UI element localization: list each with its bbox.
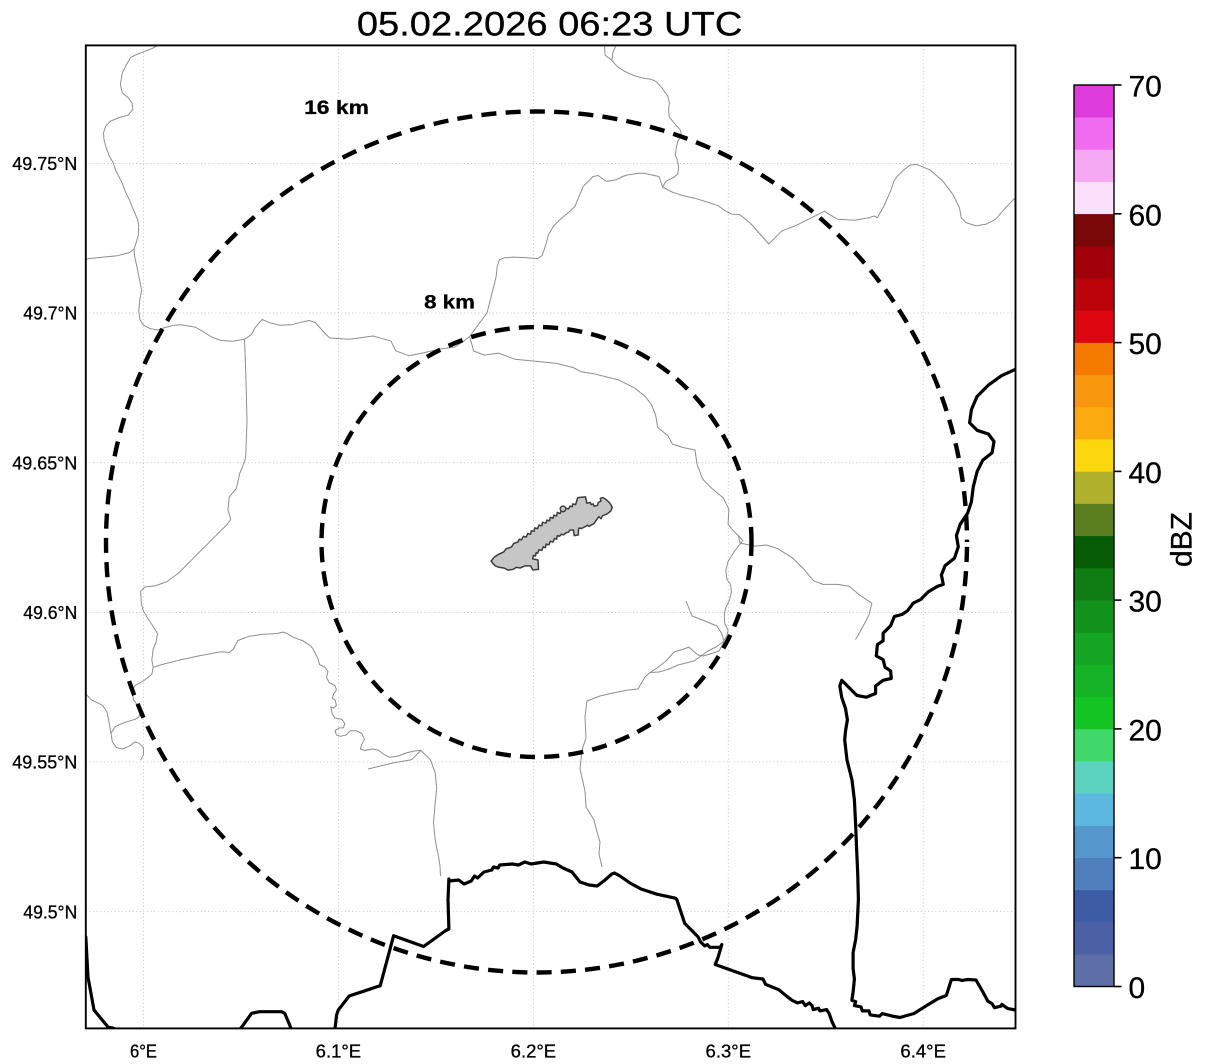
svg-text:8 km: 8 km: [424, 291, 475, 313]
svg-text:6.2°E: 6.2°E: [511, 1041, 557, 1061]
svg-text:49.55°N: 49.55°N: [12, 753, 77, 773]
svg-text:30: 30: [1129, 586, 1162, 619]
svg-text:6°E: 6°E: [130, 1041, 157, 1061]
svg-text:49.7°N: 49.7°N: [23, 304, 77, 324]
svg-text:dBZ: dBZ: [1166, 512, 1199, 567]
svg-text:49.6°N: 49.6°N: [23, 603, 77, 623]
svg-text:40: 40: [1129, 457, 1162, 490]
svg-text:6.3°E: 6.3°E: [706, 1041, 752, 1061]
svg-text:6.4°E: 6.4°E: [900, 1041, 946, 1061]
svg-text:05.02.2026 06:23 UTC: 05.02.2026 06:23 UTC: [357, 6, 743, 44]
svg-text:70: 70: [1129, 71, 1162, 104]
svg-text:20: 20: [1129, 714, 1162, 747]
svg-text:0: 0: [1129, 972, 1146, 1005]
svg-text:49.65°N: 49.65°N: [12, 453, 77, 473]
svg-text:16 km: 16 km: [304, 97, 369, 119]
svg-text:49.75°N: 49.75°N: [12, 154, 77, 174]
svg-text:50: 50: [1129, 328, 1162, 361]
svg-text:10: 10: [1129, 843, 1162, 876]
svg-text:60: 60: [1129, 199, 1162, 232]
svg-text:6.1°E: 6.1°E: [316, 1041, 362, 1061]
svg-text:49.5°N: 49.5°N: [23, 902, 77, 922]
